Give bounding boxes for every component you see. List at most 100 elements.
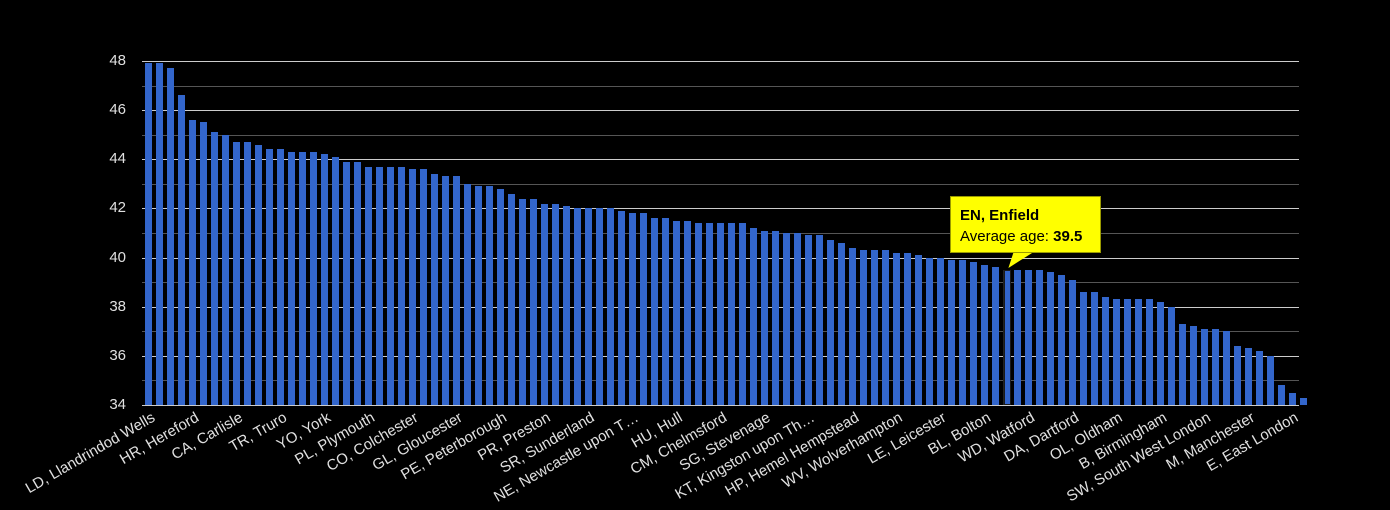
bar[interactable] bbox=[585, 208, 592, 405]
bar[interactable] bbox=[783, 233, 790, 405]
bar[interactable] bbox=[387, 166, 394, 405]
bar[interactable] bbox=[1135, 299, 1142, 405]
bar[interactable] bbox=[376, 166, 383, 405]
bar[interactable] bbox=[365, 166, 372, 405]
bar[interactable] bbox=[673, 220, 680, 405]
bar[interactable] bbox=[266, 149, 273, 405]
bar[interactable] bbox=[607, 208, 614, 405]
bar[interactable] bbox=[772, 230, 779, 405]
bar[interactable] bbox=[1157, 301, 1164, 405]
bar[interactable] bbox=[926, 257, 933, 405]
bar[interactable] bbox=[1179, 323, 1186, 405]
bar[interactable] bbox=[1278, 385, 1285, 405]
bar[interactable] bbox=[1212, 328, 1219, 405]
bar[interactable] bbox=[343, 161, 350, 405]
bar[interactable] bbox=[541, 203, 548, 405]
bar[interactable] bbox=[189, 119, 196, 405]
bar[interactable] bbox=[981, 264, 988, 405]
bar[interactable] bbox=[409, 169, 416, 405]
bar[interactable] bbox=[508, 193, 515, 405]
bar[interactable] bbox=[1256, 350, 1263, 405]
bar[interactable] bbox=[706, 223, 713, 405]
bar[interactable] bbox=[948, 260, 955, 405]
bar[interactable] bbox=[893, 252, 900, 405]
bar[interactable] bbox=[354, 161, 361, 405]
bar[interactable] bbox=[1047, 272, 1054, 405]
bar[interactable] bbox=[871, 250, 878, 405]
bar[interactable] bbox=[618, 210, 625, 405]
bar[interactable] bbox=[442, 176, 449, 405]
bar[interactable] bbox=[1300, 397, 1307, 405]
bar[interactable] bbox=[1223, 331, 1230, 405]
bar[interactable] bbox=[1102, 296, 1109, 405]
bar[interactable] bbox=[244, 142, 251, 405]
bar[interactable] bbox=[849, 247, 856, 405]
bar[interactable] bbox=[321, 154, 328, 405]
bar[interactable] bbox=[233, 142, 240, 405]
bar[interactable] bbox=[596, 208, 603, 405]
bar[interactable] bbox=[167, 68, 174, 405]
bar[interactable] bbox=[816, 235, 823, 405]
bar[interactable] bbox=[1201, 328, 1208, 405]
bar[interactable] bbox=[794, 233, 801, 405]
bar[interactable] bbox=[1245, 348, 1252, 405]
bar[interactable] bbox=[200, 122, 207, 405]
bar[interactable] bbox=[574, 208, 581, 405]
bar[interactable] bbox=[310, 151, 317, 405]
bar[interactable] bbox=[1080, 291, 1087, 405]
bar[interactable] bbox=[662, 218, 669, 405]
bar[interactable] bbox=[827, 240, 834, 405]
bar[interactable] bbox=[519, 198, 526, 405]
bar[interactable] bbox=[530, 198, 537, 405]
bar[interactable] bbox=[728, 223, 735, 405]
bar[interactable] bbox=[1069, 279, 1076, 405]
bar[interactable] bbox=[684, 220, 691, 405]
bar[interactable] bbox=[1003, 269, 1011, 405]
bar[interactable] bbox=[464, 183, 471, 405]
bar[interactable] bbox=[222, 134, 229, 405]
bar[interactable] bbox=[1025, 269, 1032, 405]
bar[interactable] bbox=[805, 235, 812, 405]
bar[interactable] bbox=[398, 166, 405, 405]
bar[interactable] bbox=[1113, 299, 1120, 405]
bar[interactable] bbox=[640, 213, 647, 405]
bar[interactable] bbox=[497, 188, 504, 405]
bar[interactable] bbox=[1289, 392, 1296, 405]
bar[interactable] bbox=[563, 205, 570, 405]
bar[interactable] bbox=[1091, 291, 1098, 405]
bar[interactable] bbox=[695, 223, 702, 405]
bar[interactable] bbox=[1234, 346, 1241, 405]
bar[interactable] bbox=[761, 230, 768, 405]
bar[interactable] bbox=[1036, 269, 1043, 405]
bar[interactable] bbox=[332, 156, 339, 405]
bar[interactable] bbox=[1058, 274, 1065, 405]
bar[interactable] bbox=[1014, 269, 1021, 405]
bar[interactable] bbox=[904, 252, 911, 405]
bar[interactable] bbox=[739, 223, 746, 405]
bar[interactable] bbox=[486, 186, 493, 405]
bar[interactable] bbox=[1146, 299, 1153, 405]
bar[interactable] bbox=[1267, 355, 1274, 405]
bar[interactable] bbox=[178, 95, 185, 405]
bar[interactable] bbox=[651, 218, 658, 405]
bar[interactable] bbox=[156, 63, 163, 405]
bar[interactable] bbox=[915, 255, 922, 405]
bar[interactable] bbox=[970, 262, 977, 405]
bar[interactable] bbox=[453, 176, 460, 405]
bar[interactable] bbox=[211, 132, 218, 405]
bar[interactable] bbox=[145, 63, 152, 405]
bar[interactable] bbox=[1190, 326, 1197, 405]
bar[interactable] bbox=[959, 260, 966, 405]
bar[interactable] bbox=[750, 228, 757, 405]
bar[interactable] bbox=[475, 186, 482, 405]
bar[interactable] bbox=[992, 267, 999, 405]
bar[interactable] bbox=[420, 169, 427, 405]
bar[interactable] bbox=[299, 151, 306, 405]
bar[interactable] bbox=[629, 213, 636, 405]
bar[interactable] bbox=[255, 144, 262, 405]
bar[interactable] bbox=[288, 151, 295, 405]
bar[interactable] bbox=[717, 223, 724, 405]
bar[interactable] bbox=[882, 250, 889, 405]
bar[interactable] bbox=[838, 242, 845, 405]
bar[interactable] bbox=[552, 203, 559, 405]
